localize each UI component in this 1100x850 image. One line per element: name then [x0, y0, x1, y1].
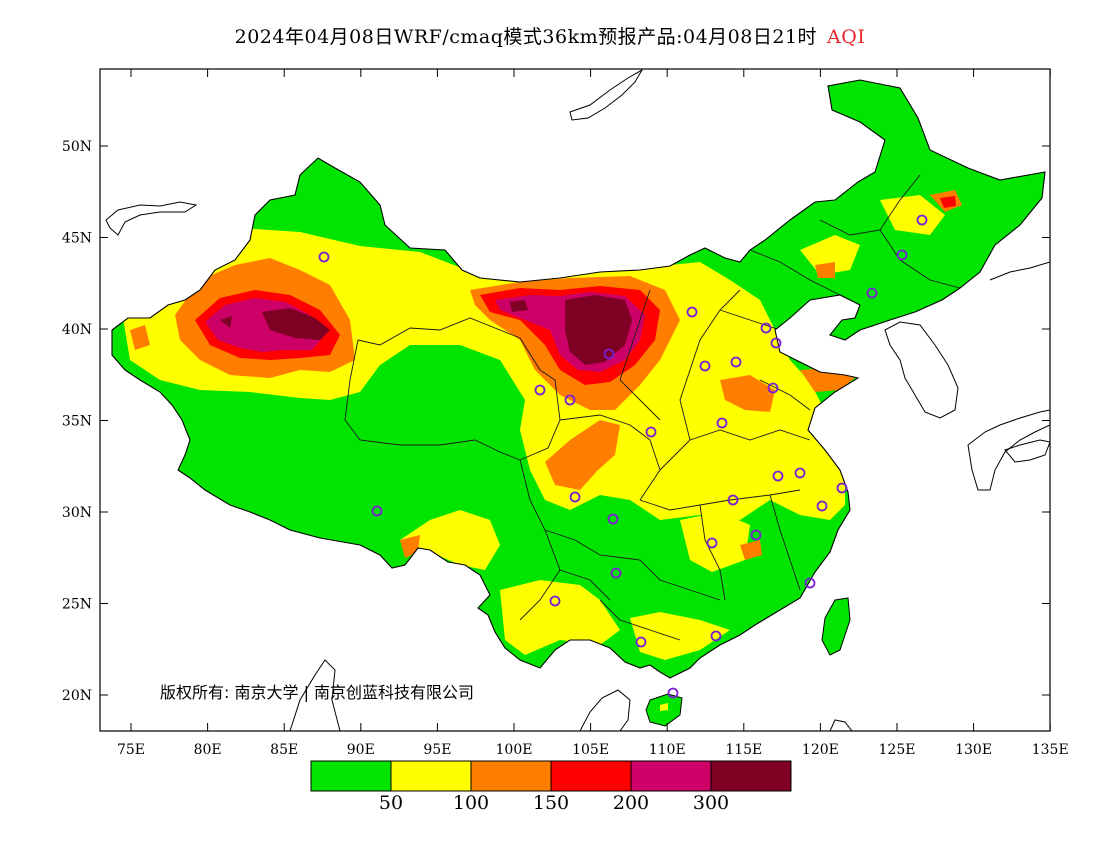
y-tick-label: 50N — [62, 139, 92, 155]
x-tick-label: 100E — [496, 742, 533, 758]
y-tick-label: 35N — [62, 414, 92, 430]
legend-swatch — [470, 760, 552, 792]
x-tick-label: 135E — [1032, 742, 1069, 758]
coastlines — [105, 69, 1050, 731]
legend-swatch — [310, 760, 392, 792]
station-markers — [318, 214, 928, 699]
y-tick-label: 40N — [62, 322, 92, 338]
station-marker — [610, 567, 622, 579]
aqi-hazardous-regions — [220, 295, 632, 365]
x-tick-label: 80E — [194, 742, 222, 758]
station-marker — [607, 513, 619, 525]
x-tick-label: 90E — [347, 742, 375, 758]
station-marker — [371, 505, 383, 517]
station-marker — [318, 251, 330, 263]
station-marker — [767, 382, 779, 394]
y-tick-label: 25N — [62, 597, 92, 613]
legend-swatch — [710, 760, 792, 792]
x-axis: 75E 80E 85E 90E 95E 100E 105E 110E 115E 120E 125E 1… — [117, 69, 1069, 758]
station-marker — [549, 595, 561, 607]
station-marker — [916, 214, 928, 226]
station-marker — [750, 529, 762, 541]
map-title: 2024年04月08日WRF/cmaq模式36km预报产品:04月08日21时 A… — [0, 22, 1100, 49]
x-tick-label: 110E — [649, 742, 686, 758]
coastline-indochina — [289, 659, 341, 731]
coastline-korea — [884, 321, 959, 419]
station-marker — [804, 577, 816, 589]
coastline-russia-far-east — [989, 261, 1050, 281]
station-marker — [534, 384, 546, 396]
station-marker — [727, 494, 739, 506]
station-marker — [645, 426, 657, 438]
station-marker — [770, 337, 782, 349]
legend-swatch — [630, 760, 712, 792]
x-tick-label: 75E — [117, 742, 145, 758]
y-axis: 20N 25N 30N 35N 40N 45N 50N — [62, 139, 1050, 704]
station-marker — [772, 470, 784, 482]
station-marker — [667, 687, 679, 699]
coastline-vietnam — [579, 689, 631, 731]
coastline-russia-lake — [569, 69, 644, 121]
island-hainan-dot — [660, 703, 668, 711]
x-tick-label: 95E — [423, 742, 451, 758]
legend-label: 300 — [692, 792, 730, 814]
station-marker — [569, 491, 581, 503]
station-marker — [686, 306, 698, 318]
legend-label: 150 — [532, 792, 570, 814]
station-marker — [896, 249, 908, 261]
x-tick-label: 105E — [572, 742, 609, 758]
legend-label: 100 — [452, 792, 490, 814]
x-tick-label: 115E — [725, 742, 762, 758]
y-tick-label: 30N — [62, 505, 92, 521]
station-marker — [710, 630, 722, 642]
station-marker — [706, 537, 718, 549]
title-variable: AQI — [827, 26, 866, 48]
legend-swatch — [390, 760, 472, 792]
map-frame — [99, 68, 1051, 732]
legend-swatch — [550, 760, 632, 792]
x-tick-label: 130E — [955, 742, 992, 758]
station-marker — [816, 500, 828, 512]
title-text: 2024年04月08日WRF/cmaq模式36km预报产品:04月08日21时 — [234, 26, 818, 48]
y-tick-label: 45N — [62, 231, 92, 247]
station-marker — [730, 356, 742, 368]
station-marker — [836, 482, 848, 494]
station-marker — [699, 360, 711, 372]
y-tick-label: 20N — [62, 688, 92, 704]
x-tick-label: 120E — [802, 742, 839, 758]
legend-label: 200 — [612, 792, 650, 814]
legend-colorbar — [310, 760, 792, 792]
island-taiwan — [821, 597, 851, 656]
coastline-central-asia — [105, 201, 198, 236]
coastline-japan — [967, 409, 1050, 491]
station-marker — [866, 287, 878, 299]
x-tick-label: 125E — [879, 742, 916, 758]
station-marker — [603, 348, 615, 360]
station-marker — [794, 467, 806, 479]
copyright-text: 版权所有: 南京大学 | 南京创蓝科技有限公司 — [160, 683, 475, 702]
station-marker — [760, 322, 772, 334]
coastline-philippines — [829, 719, 853, 731]
station-marker — [564, 394, 576, 406]
coastline-japan-kyushu — [1004, 439, 1050, 463]
legend-label: 50 — [378, 792, 404, 814]
x-tick-label: 85E — [270, 742, 298, 758]
station-marker — [635, 636, 647, 648]
station-marker — [716, 417, 728, 429]
